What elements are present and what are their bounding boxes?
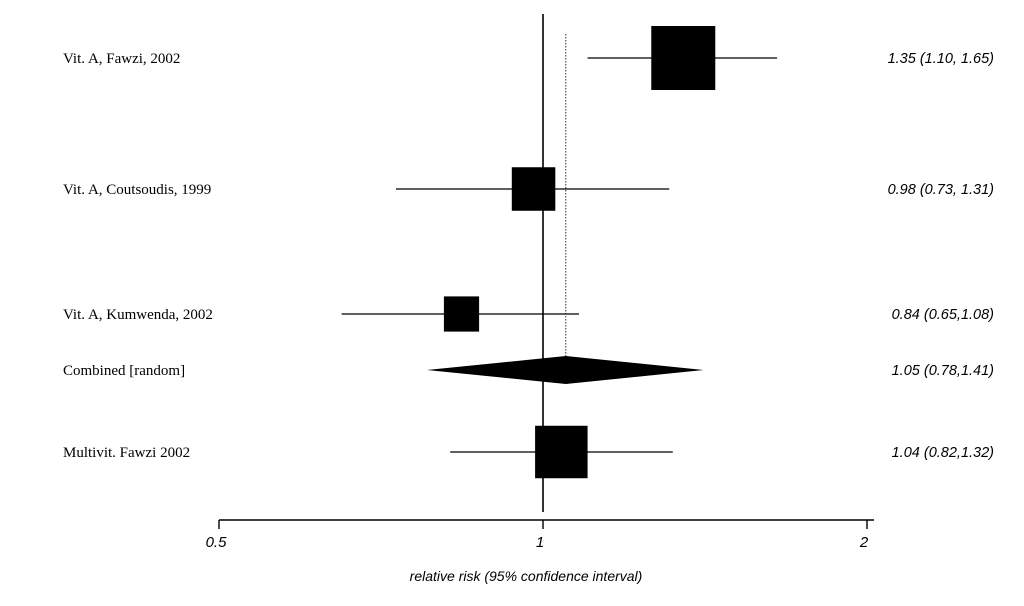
point-estimate-box (511, 167, 556, 211)
point-estimate-box (651, 26, 716, 90)
tick-label: 0.5 (206, 534, 228, 551)
study-row: Vit. A, Fawzi, 2002 1.35 (1.10, 1.65) (63, 26, 994, 90)
estimate-text: 0.84 (0.65,1.08) (892, 307, 994, 323)
estimate-text: 1.05 (0.78,1.41) (892, 363, 994, 379)
study-row: Multivit. Fawzi 2002 1.04 (0.82,1.32) (63, 425, 994, 479)
study-row: Vit. A, Kumwenda, 2002 0.84 (0.65,1.08) (63, 296, 994, 332)
study-rows: Vit. A, Fawzi, 2002 1.35 (1.10, 1.65)Vit.… (63, 26, 994, 479)
study-label: Combined [random] (63, 363, 185, 379)
estimate-text: 1.04 (0.82,1.32) (892, 445, 994, 461)
study-label: Vit. A, Fawzi, 2002 (63, 51, 180, 67)
study-row: Vit. A, Coutsoudis, 1999 0.98 (0.73, 1.31… (63, 167, 994, 211)
study-label: Vit. A, Kumwenda, 2002 (63, 307, 213, 323)
point-estimate-box (443, 296, 480, 332)
estimate-text: 0.98 (0.73, 1.31) (888, 182, 994, 198)
pooled-diamond (426, 356, 704, 384)
study-label: Vit. A, Coutsoudis, 1999 (63, 182, 211, 198)
x-axis: 0.5 1 2 (206, 519, 874, 551)
tick-label: 2 (859, 534, 869, 551)
tick-label: 1 (536, 534, 544, 551)
study-label: Multivit. Fawzi 2002 (63, 445, 190, 461)
x-axis-title: relative risk (95% confidence interval) (410, 568, 643, 584)
point-estimate-box (535, 425, 588, 479)
estimate-text: 1.35 (1.10, 1.65) (888, 51, 994, 67)
study-row: Combined [random] 1.05 (0.78,1.41) (63, 356, 994, 384)
